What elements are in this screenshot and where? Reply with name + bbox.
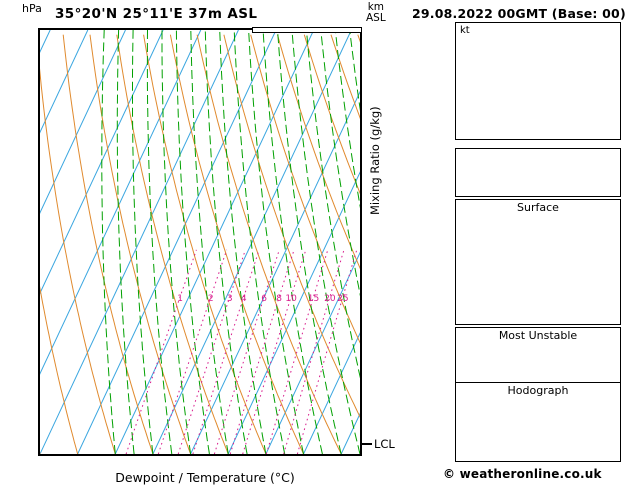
footer-credit: © weatheronline.co.uk bbox=[443, 467, 602, 481]
most-unstable-heading: Most Unstable bbox=[498, 329, 578, 342]
model-run-title: 29.08.2022 00GMT (Base: 00) bbox=[412, 6, 626, 21]
wind-barb-canvas bbox=[398, 28, 432, 456]
hodograph-table: Hodograph bbox=[455, 382, 621, 462]
svg-text:1: 1 bbox=[177, 294, 183, 304]
legend bbox=[252, 27, 362, 33]
hodograph-heading: Hodograph bbox=[507, 384, 569, 397]
height-unit-line1: km bbox=[367, 1, 384, 13]
svg-text:25: 25 bbox=[337, 294, 348, 304]
wind-barb-column bbox=[398, 28, 432, 456]
svg-text:4: 4 bbox=[241, 294, 247, 304]
skewt-canvas: 1 2 3 4 6 8 10 15 20 25 bbox=[40, 30, 360, 454]
svg-text:3: 3 bbox=[227, 294, 233, 304]
hodograph-plot[interactable]: kt bbox=[455, 22, 621, 140]
indices-table bbox=[455, 148, 621, 197]
lcl-label: LCL bbox=[374, 437, 395, 451]
mixing-ratio-axis-title: Mixing Ratio (g/kg) bbox=[368, 106, 382, 215]
svg-text:2: 2 bbox=[208, 294, 214, 304]
height-unit-label: km ASL bbox=[366, 2, 386, 24]
skewt-plot[interactable]: 1 2 3 4 6 8 10 15 20 25 bbox=[38, 28, 362, 456]
svg-text:15: 15 bbox=[308, 294, 319, 304]
height-unit-line2: ASL bbox=[366, 12, 386, 24]
lcl-tick-mark bbox=[362, 443, 372, 445]
x-axis-title: Dewpoint / Temperature (°C) bbox=[115, 470, 295, 485]
hodograph-unit-label: kt bbox=[460, 25, 470, 36]
surface-table: Surface bbox=[455, 199, 621, 325]
page-title: 35°20'N 25°11'E 37m ASL bbox=[55, 6, 258, 22]
svg-text:20: 20 bbox=[324, 294, 336, 304]
surface-heading: Surface bbox=[517, 201, 559, 214]
svg-text:10: 10 bbox=[285, 294, 297, 304]
pressure-unit-label: hPa bbox=[22, 2, 42, 15]
hodograph-canvas bbox=[456, 23, 620, 139]
svg-text:6: 6 bbox=[261, 294, 267, 304]
svg-text:8: 8 bbox=[276, 294, 282, 304]
